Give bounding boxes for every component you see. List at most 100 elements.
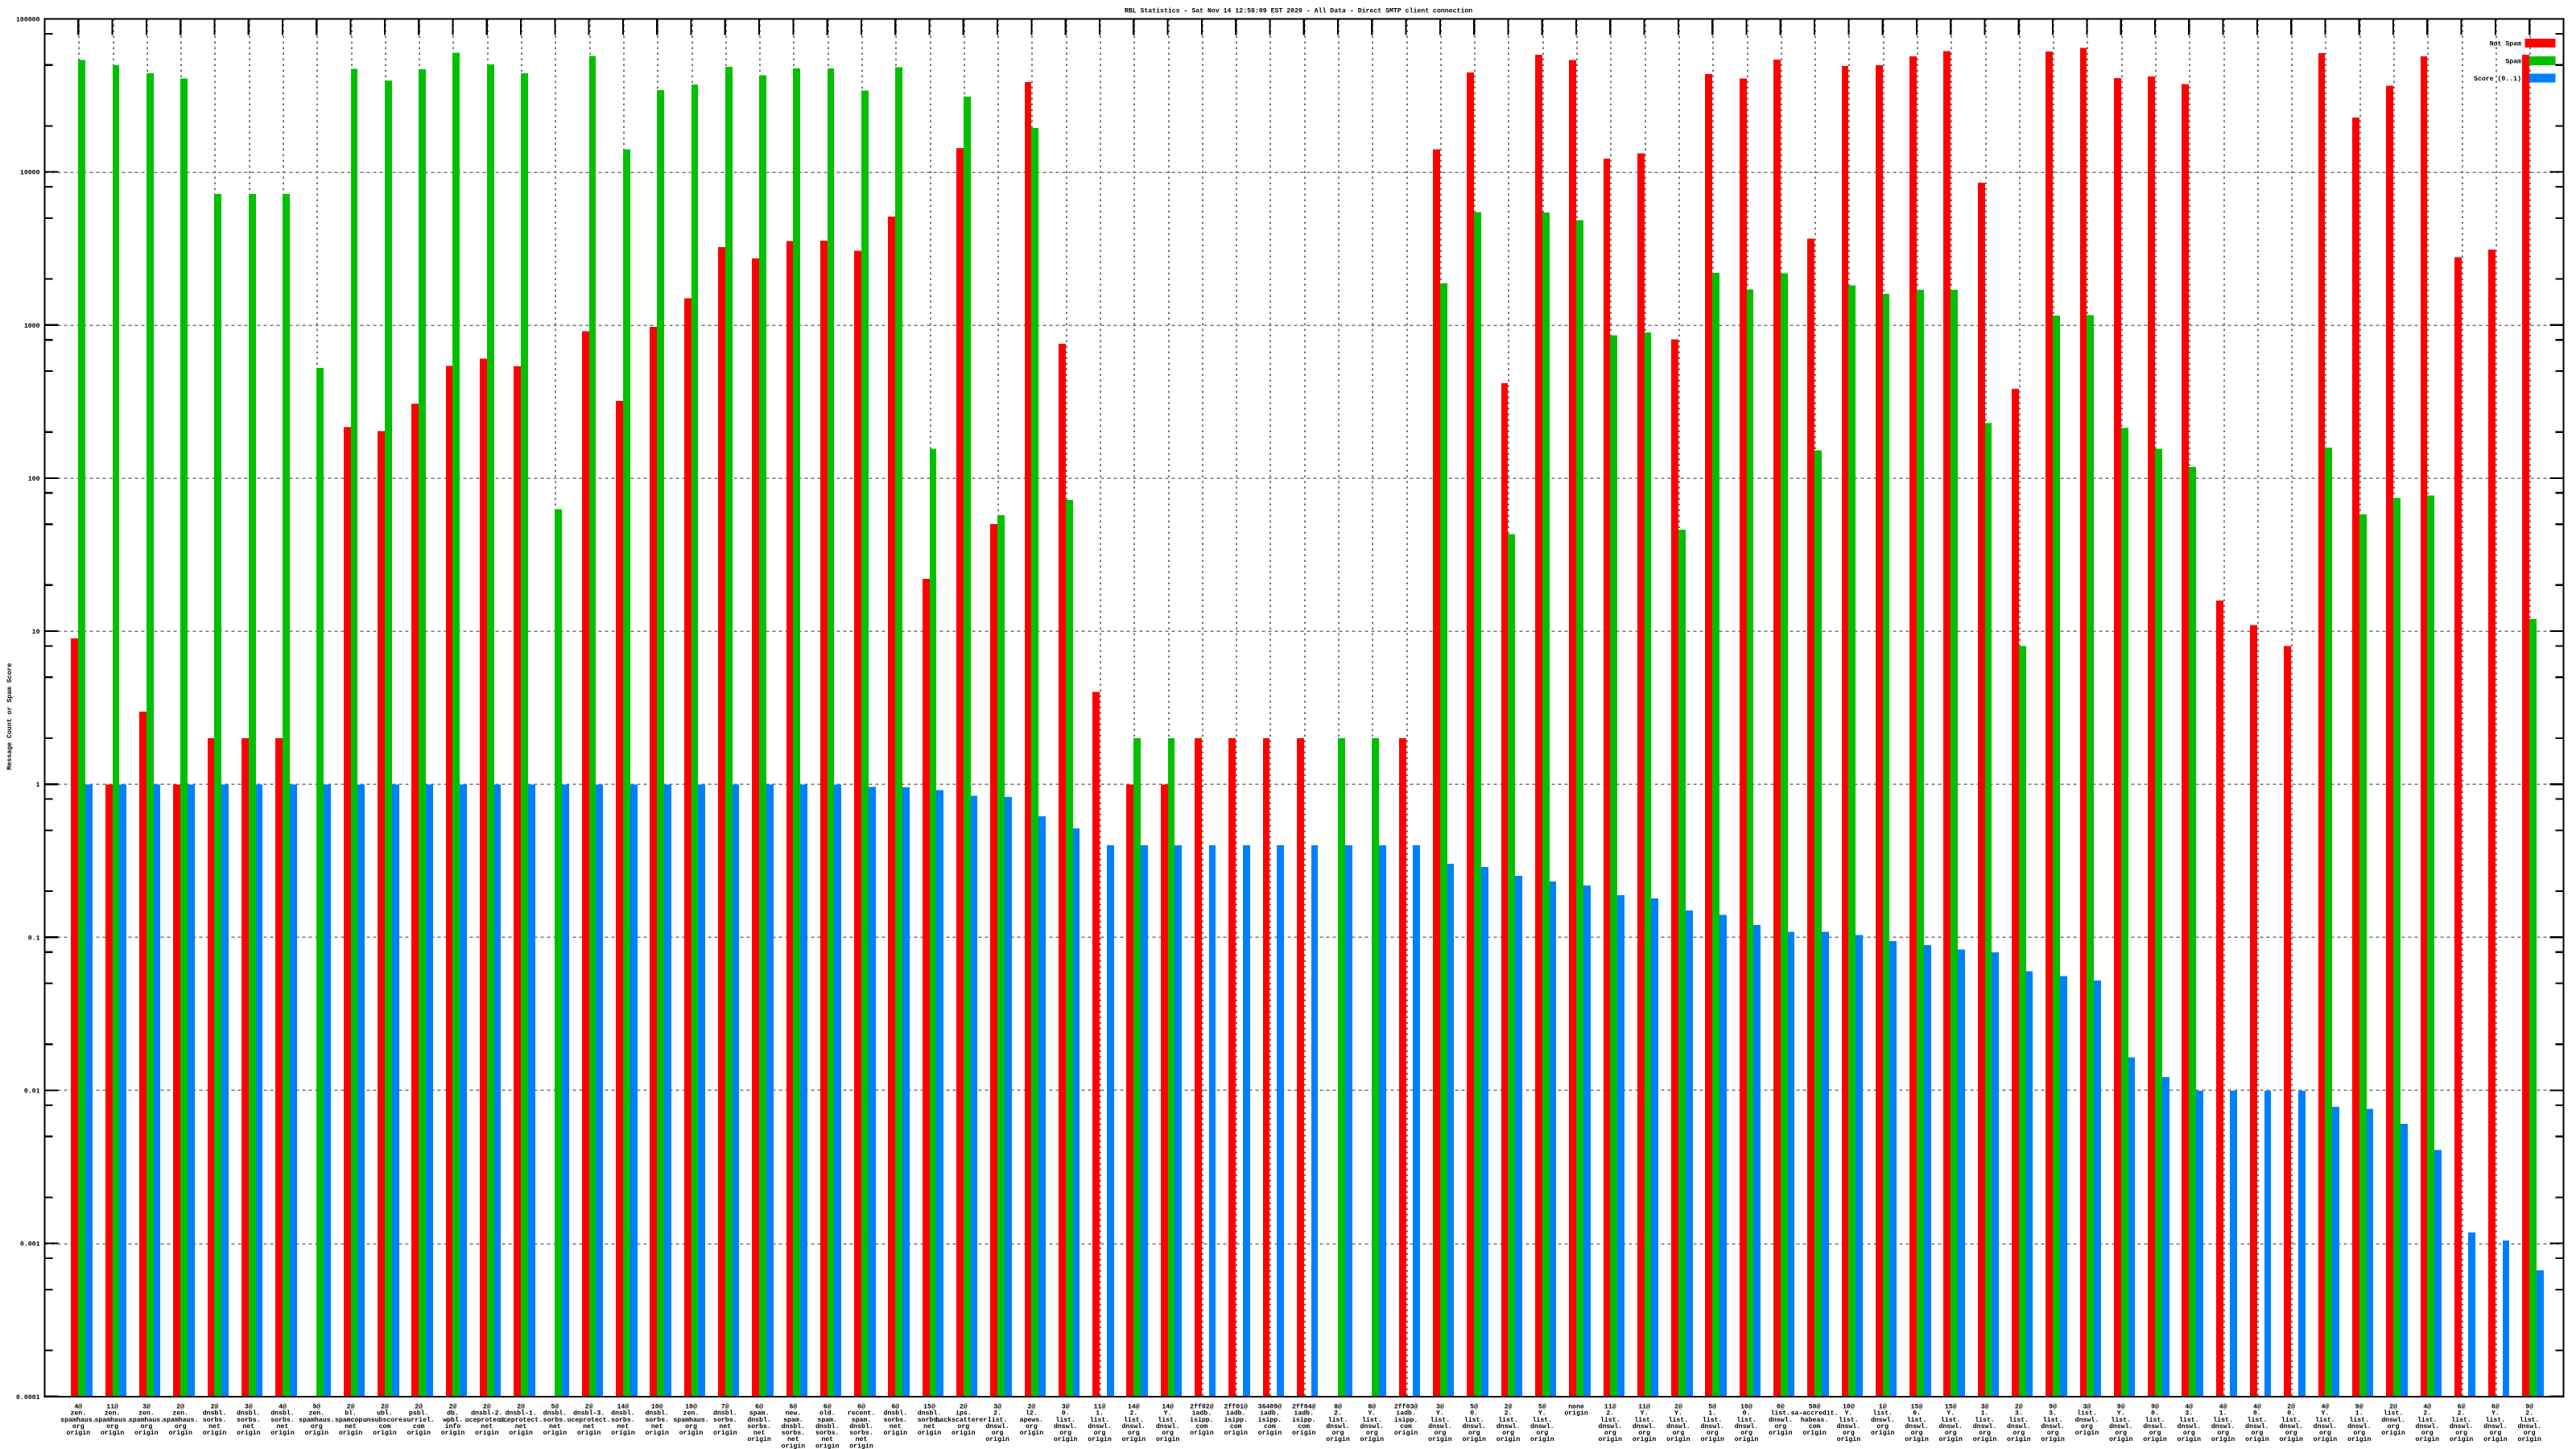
svg-text:origin: origin [1190, 1429, 1214, 1437]
svg-text:sorbs.: sorbs. [884, 1416, 907, 1424]
svg-text:dnswl.: dnswl. [1360, 1422, 1384, 1430]
svg-text:0.1: 0.1 [28, 935, 40, 942]
svg-text:10: 10 [32, 629, 40, 636]
svg-text:1.: 1. [1096, 1410, 1104, 1418]
svg-text:org: org [2285, 1430, 2297, 1437]
svg-text:2.: 2. [1129, 1410, 1137, 1418]
svg-text:dnswl.: dnswl. [1054, 1422, 1077, 1430]
svg-text:list.: list. [1464, 1416, 1484, 1424]
svg-text:2@: 2@ [1505, 1403, 1513, 1411]
svg-text:org: org [992, 1430, 1004, 1437]
svg-text:1: 1 [36, 782, 40, 789]
svg-text:2.: 2. [2525, 1410, 2533, 1418]
svg-text:dnswl.: dnswl. [1156, 1422, 1179, 1430]
svg-text:isipp.: isipp. [1258, 1416, 1282, 1424]
svg-text:bl.: bl. [345, 1410, 357, 1418]
svg-text:zen.: zen. [683, 1410, 700, 1418]
svg-text:apews.: apews. [1020, 1417, 1043, 1424]
svg-text:origin: origin [305, 1429, 329, 1437]
svg-text:0.: 0. [2151, 1410, 2159, 1418]
svg-text:3.: 3. [2185, 1410, 2193, 1418]
svg-text:uceprotect.: uceprotect. [465, 1417, 509, 1424]
svg-text:2@: 2@ [1027, 1403, 1035, 1411]
svg-text:org: org [2421, 1430, 2434, 1437]
svg-text:dnswl.: dnswl. [2178, 1422, 2201, 1430]
svg-text:list.: list. [1124, 1416, 1144, 1424]
svg-text:origin: origin [2279, 1435, 2303, 1443]
svg-text:dnswl.: dnswl. [1735, 1422, 1758, 1430]
svg-text:iadb.: iadb. [1192, 1410, 1212, 1418]
svg-text:net: net [481, 1423, 493, 1430]
svg-text:dnswl.: dnswl. [1666, 1422, 1690, 1430]
svg-text:iadb.: iadb. [1294, 1410, 1314, 1418]
svg-text:origin: origin [509, 1429, 533, 1437]
svg-text:2.: 2. [1505, 1410, 1513, 1418]
svg-text:4@: 4@ [2219, 1403, 2227, 1411]
svg-text:origin: origin [1700, 1435, 1724, 1443]
svg-text:sorbs.: sorbs. [782, 1429, 805, 1437]
svg-text:net: net [651, 1423, 663, 1430]
svg-text:dnsbl.: dnsbl. [645, 1410, 668, 1418]
svg-text:old.: old. [819, 1410, 836, 1418]
svg-text:6@: 6@ [2491, 1403, 2500, 1411]
svg-text:2.: 2. [1334, 1410, 1342, 1418]
svg-text:2@: 2@ [585, 1403, 593, 1411]
svg-text:list.: list. [988, 1416, 1008, 1424]
svg-text:dnswl.: dnswl. [1938, 1422, 1962, 1430]
svg-text:net: net [821, 1436, 833, 1443]
svg-text:org: org [106, 1423, 118, 1430]
svg-text:origin: origin [1360, 1435, 1385, 1443]
svg-text:org: org [1979, 1430, 1991, 1437]
svg-text:list.: list. [1872, 1410, 1893, 1418]
svg-text:origin: origin [2143, 1435, 2167, 1443]
svg-text:3.: 3. [2049, 1410, 2057, 1418]
svg-text:2@: 2@ [483, 1403, 491, 1411]
svg-text:3.: 3. [2015, 1410, 2023, 1418]
svg-text:org: org [311, 1423, 323, 1430]
svg-text:origin: origin [168, 1429, 192, 1437]
svg-text:uceprotect.: uceprotect. [568, 1417, 611, 1424]
svg-text:origin: origin [270, 1429, 295, 1437]
svg-text:list.: list. [1600, 1416, 1620, 1424]
svg-text:2@: 2@ [1674, 1403, 1682, 1411]
svg-text:org: org [2115, 1430, 2127, 1437]
svg-text:Y.: Y. [1946, 1410, 1955, 1418]
svg-text:dnswl.: dnswl. [1973, 1422, 1996, 1430]
svg-text:dnswl.: dnswl. [2075, 1416, 2099, 1424]
svg-text:origin: origin [577, 1429, 601, 1437]
svg-text:14@: 14@ [1162, 1403, 1174, 1411]
svg-text:list.: list. [1158, 1416, 1178, 1424]
svg-text:net: net [787, 1436, 799, 1443]
svg-text:sorbs.: sorbs. [203, 1416, 226, 1424]
svg-text:11@: 11@ [1638, 1403, 1650, 1411]
svg-text:net: net [719, 1423, 731, 1430]
svg-text:RBL Statistics - Sat Nov 14 12: RBL Statistics - Sat Nov 14 12:58:09 EST… [1125, 7, 1472, 15]
svg-text:sorbs.: sorbs. [611, 1416, 634, 1424]
svg-text:list.: list. [1941, 1416, 1961, 1424]
svg-text:dnswl.: dnswl. [1837, 1422, 1860, 1430]
svg-text:org: org [2319, 1430, 2331, 1437]
svg-text:net: net [583, 1423, 595, 1430]
svg-text:net: net [890, 1423, 902, 1430]
svg-text:6@: 6@ [755, 1403, 763, 1411]
svg-text:0.: 0. [1913, 1410, 1921, 1418]
svg-text:Y.: Y. [2491, 1410, 2500, 1418]
svg-text:10@: 10@ [651, 1403, 663, 1411]
svg-text:Not Spam: Not Spam [2490, 40, 2521, 47]
svg-text:list.: list. [2179, 1416, 2199, 1424]
svg-text:dnsbl.: dnsbl. [203, 1410, 226, 1418]
svg-text:org: org [1162, 1430, 1174, 1437]
svg-text:org: org [1740, 1430, 1752, 1437]
svg-text:2@: 2@ [2389, 1403, 2397, 1411]
svg-text:dnswl.: dnswl. [985, 1422, 1009, 1430]
svg-text:2@: 2@ [2015, 1403, 2023, 1411]
svg-text:6@: 6@ [891, 1403, 899, 1411]
svg-text:dnsbl-1.: dnsbl-1. [505, 1410, 536, 1418]
svg-text:net: net [753, 1430, 766, 1437]
svg-text:habeas.: habeas. [1801, 1416, 1828, 1424]
svg-text:net: net [242, 1423, 254, 1430]
svg-text:Y.: Y. [1164, 1410, 1172, 1418]
svg-text:backscatterer.: backscatterer. [935, 1416, 991, 1424]
svg-text:origin: origin [884, 1429, 908, 1437]
svg-text:origin: origin [2109, 1435, 2133, 1443]
